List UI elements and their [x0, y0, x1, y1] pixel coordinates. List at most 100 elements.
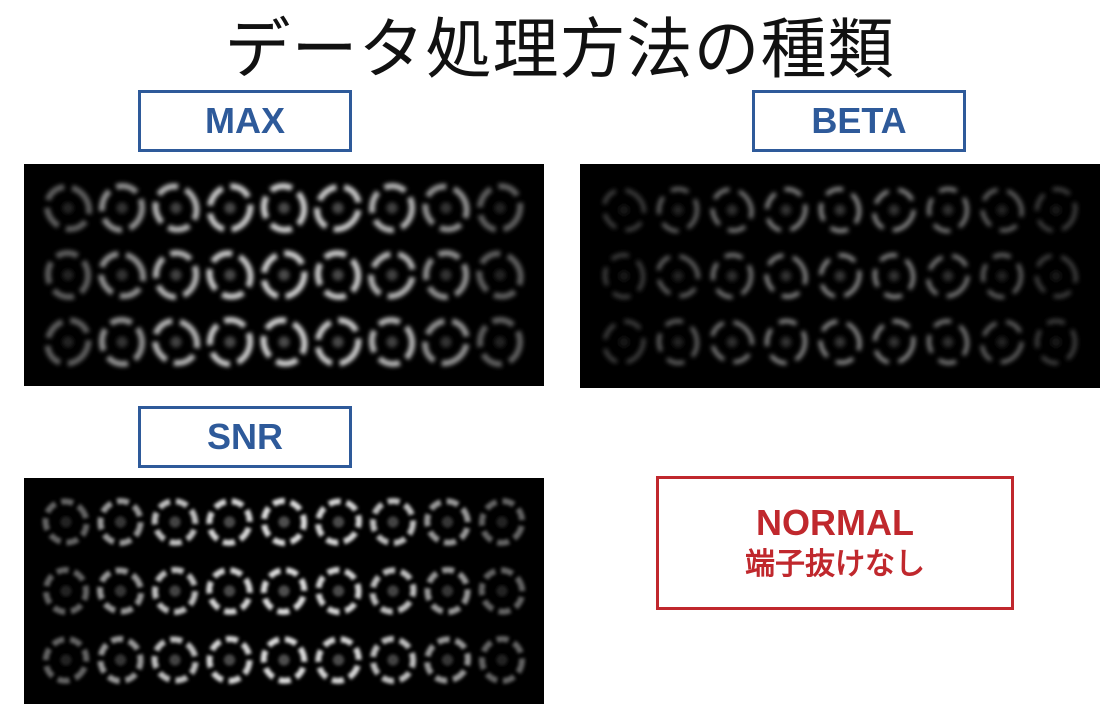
ring-core	[672, 204, 684, 216]
ring-core	[170, 269, 182, 281]
ring-core	[996, 204, 1008, 216]
ring-core	[332, 516, 345, 528]
ring-core	[726, 204, 738, 216]
ring-core	[116, 202, 128, 214]
max-label-box: MAX	[138, 90, 352, 152]
ring-blob	[369, 636, 417, 684]
ring-blob	[656, 187, 700, 233]
ring-core	[387, 654, 399, 666]
ring-core	[278, 269, 290, 281]
ring-blob	[152, 183, 200, 233]
ring-blob	[314, 250, 362, 300]
ring-core	[441, 516, 454, 528]
ring-core	[60, 516, 72, 528]
ring-core	[387, 585, 399, 597]
ring-core	[278, 202, 290, 214]
ring-blob	[980, 319, 1024, 365]
ring-blob	[151, 567, 199, 615]
ring-core	[780, 336, 792, 348]
ring-blob	[980, 187, 1024, 233]
ring-blob	[260, 250, 308, 300]
ring-core	[672, 270, 684, 282]
ring-core	[441, 654, 454, 666]
ring-core	[169, 516, 181, 528]
ring-core	[726, 270, 738, 282]
ring-blob	[422, 250, 470, 300]
ring-core	[888, 270, 900, 282]
ring-blob	[97, 250, 147, 300]
ring-blob	[43, 183, 93, 233]
ring-core	[62, 336, 74, 348]
ring-core	[169, 585, 181, 597]
ring-core	[942, 336, 954, 348]
ring-blob	[260, 183, 308, 233]
ring-blob	[476, 317, 524, 367]
snr-label: SNR	[206, 416, 283, 457]
ring-blob	[260, 317, 308, 367]
ring-core	[223, 585, 236, 597]
ring-core	[60, 654, 72, 666]
ring-blob	[44, 250, 92, 300]
ring-core	[278, 336, 290, 348]
ring-blob	[369, 498, 417, 546]
ring-blob	[764, 253, 808, 299]
ring-blob	[478, 636, 526, 684]
ring-blob	[97, 636, 144, 684]
ring-blob	[260, 567, 308, 615]
ring-core	[332, 336, 344, 348]
ring-blob	[151, 498, 199, 546]
ring-core	[834, 270, 846, 282]
ring-core	[170, 336, 182, 348]
ring-blob	[368, 317, 416, 367]
ring-blob	[369, 567, 417, 615]
ring-blob	[601, 187, 647, 233]
ring-core	[496, 516, 508, 528]
ring-core	[440, 336, 452, 348]
ring-blob	[872, 253, 916, 299]
ring-core	[62, 269, 74, 281]
ring-blob	[206, 567, 253, 615]
ring-blob	[206, 183, 254, 233]
ring-core	[494, 336, 506, 348]
ring-blob	[422, 183, 470, 233]
ring-core	[386, 202, 398, 214]
ring-blob	[818, 253, 862, 299]
ring-blob	[1034, 187, 1078, 233]
ring-blob	[206, 636, 253, 684]
ring-core	[888, 204, 900, 216]
ring-core	[278, 516, 290, 528]
ring-core	[114, 516, 127, 528]
ring-blob	[602, 253, 646, 299]
ring-core	[332, 202, 344, 214]
ring-blob	[709, 319, 755, 365]
ring-core	[440, 269, 452, 281]
ring-core	[223, 654, 236, 666]
ring-blob	[44, 317, 92, 367]
ring-blob	[42, 498, 90, 546]
ring-core	[278, 654, 290, 666]
ring-blob	[206, 317, 254, 367]
ring-core	[224, 202, 236, 214]
normal-label-box: NORMAL 端子抜けなし	[656, 476, 1014, 610]
ring-core	[780, 270, 792, 282]
ring-core	[116, 269, 128, 281]
slide-title: データ処理方法の種類	[224, 11, 895, 88]
ring-blob	[1034, 319, 1078, 365]
beta-label-box: BETA	[752, 90, 966, 152]
ring-blob	[424, 636, 471, 684]
ring-blob	[980, 253, 1024, 299]
ring-blob	[424, 498, 471, 546]
max-image	[24, 164, 544, 386]
ring-core	[834, 204, 846, 216]
ring-blob	[710, 253, 754, 299]
ring-blob	[314, 317, 362, 367]
ring-blob	[98, 317, 146, 367]
ring-blob	[98, 183, 146, 233]
ring-core	[618, 204, 630, 216]
ring-core	[726, 336, 738, 348]
ring-blob	[710, 187, 754, 233]
ring-core	[618, 270, 630, 282]
ring-blob	[260, 498, 308, 546]
ring-blob	[476, 183, 524, 233]
ring-blob	[422, 317, 470, 367]
